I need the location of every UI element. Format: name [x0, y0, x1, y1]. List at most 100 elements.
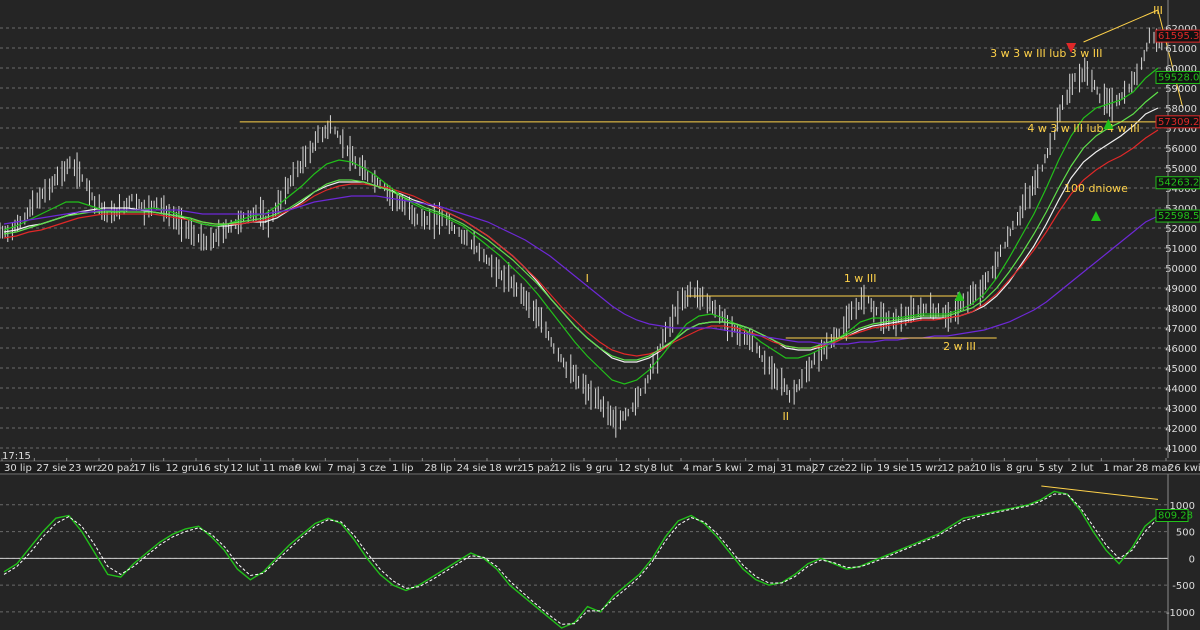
last-value-badge — [1155, 209, 1200, 223]
last-value-label: 59528.07 — [1158, 72, 1200, 83]
wave-annotation: II — [782, 410, 789, 423]
price-y-tick-label: 52000 — [1165, 224, 1197, 235]
last-value-badge — [1155, 70, 1200, 84]
oscillator-y-tick-label: -500 — [1172, 581, 1195, 592]
date-tick-label: 16 sty — [198, 463, 229, 474]
date-tick-label: 31 maj — [780, 463, 815, 474]
date-tick-label: 2 maj — [748, 463, 776, 474]
price-y-tick-label: 56000 — [1165, 144, 1197, 155]
price-y-tick-label: 49000 — [1165, 284, 1197, 295]
date-tick-label: 18 wrz — [489, 463, 522, 474]
price-y-tick-label: 46000 — [1165, 344, 1197, 355]
oscillator-last-value-label: 809.28 — [1158, 511, 1193, 522]
moving-average-purple-ma[interactable] — [3, 195, 1159, 345]
date-tick-label: 27 cze — [812, 463, 845, 474]
last-value-label: 57309.23 — [1158, 117, 1200, 128]
moving-average-red-ma[interactable] — [3, 129, 1159, 357]
date-tick-label: 4 mar — [683, 463, 713, 474]
date-tick-label: 5 kwi — [715, 463, 741, 474]
last-value-badge — [1155, 29, 1200, 43]
date-tick-label: 12 gru — [166, 463, 199, 474]
moving-average-green-light-ma[interactable] — [3, 91, 1159, 361]
date-tick-label: 28 mar — [1136, 463, 1173, 474]
oscillator-y-tick-label: 0 — [1189, 554, 1195, 565]
date-tick-label: 22 lip — [845, 463, 873, 474]
date-tick-label: 23 wrz — [69, 463, 102, 474]
date-tick-label: 12 paź — [942, 462, 976, 474]
arrow-up-icon — [954, 291, 965, 301]
date-tick-label: 15 wrz — [909, 463, 942, 474]
moving-average-green-ma[interactable] — [3, 67, 1159, 385]
wave-annotation: I — [586, 272, 589, 285]
last-value-badge — [1155, 115, 1200, 129]
date-tick-label: 11 mar — [263, 463, 300, 474]
price-y-tick-label: 42000 — [1165, 424, 1197, 435]
reference-line[interactable] — [1157, 9, 1184, 109]
date-tick-label: 12 lut — [230, 463, 259, 474]
date-tick-label: 12 sty — [618, 463, 649, 474]
price-y-tick-label: 57000 — [1165, 124, 1197, 135]
date-tick-label: 28 lip — [424, 463, 452, 474]
last-value-label: 52598.56 — [1158, 211, 1200, 222]
last-value-badge — [1155, 176, 1200, 190]
price-y-tick-label: 50000 — [1165, 264, 1197, 275]
wave-annotation: 4 w 3 w III lub 4 w III — [1027, 122, 1139, 135]
date-tick-label: 30 lip — [4, 463, 32, 474]
wave-annotation: III — [1153, 4, 1163, 17]
price-y-tick-label: 55000 — [1165, 164, 1197, 175]
last-value-label: 61595.36 — [1158, 31, 1200, 42]
price-y-tick-label: 60000 — [1165, 64, 1197, 75]
price-y-tick-label: 54000 — [1165, 184, 1197, 195]
date-tick-label: 9 gru — [586, 463, 612, 474]
price-y-tick-label: 43000 — [1165, 404, 1197, 415]
arrow-up-icon — [1103, 119, 1114, 129]
arrow-up-icon — [1090, 211, 1101, 221]
date-tick-label: 8 gru — [1006, 463, 1032, 474]
date-tick-label: 20 paź — [101, 462, 135, 474]
oscillator-y-tick-label: -1000 — [1166, 608, 1195, 619]
date-tick-label: 9 kwi — [295, 463, 321, 474]
price-y-tick-label: 59000 — [1165, 84, 1197, 95]
date-tick-label: 5 sty — [1039, 463, 1064, 474]
time-label: 17:15 — [2, 451, 31, 462]
price-y-tick-label: 48000 — [1165, 304, 1197, 315]
oscillator-signal-line[interactable] — [3, 493, 1159, 625]
wave-annotation: 3 w 3 w III lub 3 w III — [990, 47, 1102, 60]
date-tick-label: 10 lis — [974, 463, 1001, 474]
price-y-tick-label: 44000 — [1165, 384, 1197, 395]
oscillator-last-value-badge — [1155, 509, 1189, 522]
oscillator-panel[interactable] — [3, 485, 1159, 629]
date-tick-label: 27 sie — [36, 463, 66, 474]
oscillator-trend-line[interactable] — [1041, 485, 1159, 500]
date-tick-label: 19 sie — [877, 463, 907, 474]
wave-annotation: 1 w III — [844, 272, 877, 285]
date-tick-label: 24 sie — [457, 463, 487, 474]
oscillator-oscillator-line[interactable] — [3, 490, 1159, 629]
price-y-tick-label: 61000 — [1165, 44, 1197, 55]
price-y-tick-label: 51000 — [1165, 244, 1197, 255]
date-tick-label: 8 lut — [651, 463, 674, 474]
wave-annotation: 2 w III — [943, 340, 976, 353]
arrow-down-icon — [1066, 43, 1077, 53]
oscillator-y-tick-label: 500 — [1176, 528, 1195, 539]
wave-annotation: 100 dniowe — [1064, 182, 1128, 195]
price-y-tick-label: 47000 — [1165, 324, 1197, 335]
date-tick-label: 1 mar — [1103, 463, 1133, 474]
oscillator-y-tick-label: 1000 — [1170, 501, 1195, 512]
price-y-tick-label: 58000 — [1165, 104, 1197, 115]
reference-line[interactable] — [1083, 9, 1159, 43]
date-tick-label: 2 lut — [1071, 463, 1094, 474]
date-tick-label: 26 kwi — [1168, 463, 1200, 474]
price-y-tick-label: 53000 — [1165, 204, 1197, 215]
date-tick-label: 3 cze — [360, 463, 386, 474]
price-y-tick-label: 62000 — [1165, 24, 1197, 35]
date-axis-strip — [0, 461, 1200, 473]
date-tick-label: 17 lis — [133, 463, 160, 474]
price-y-tick-label: 45000 — [1165, 364, 1197, 375]
date-tick-label: 15 paź — [521, 462, 555, 474]
